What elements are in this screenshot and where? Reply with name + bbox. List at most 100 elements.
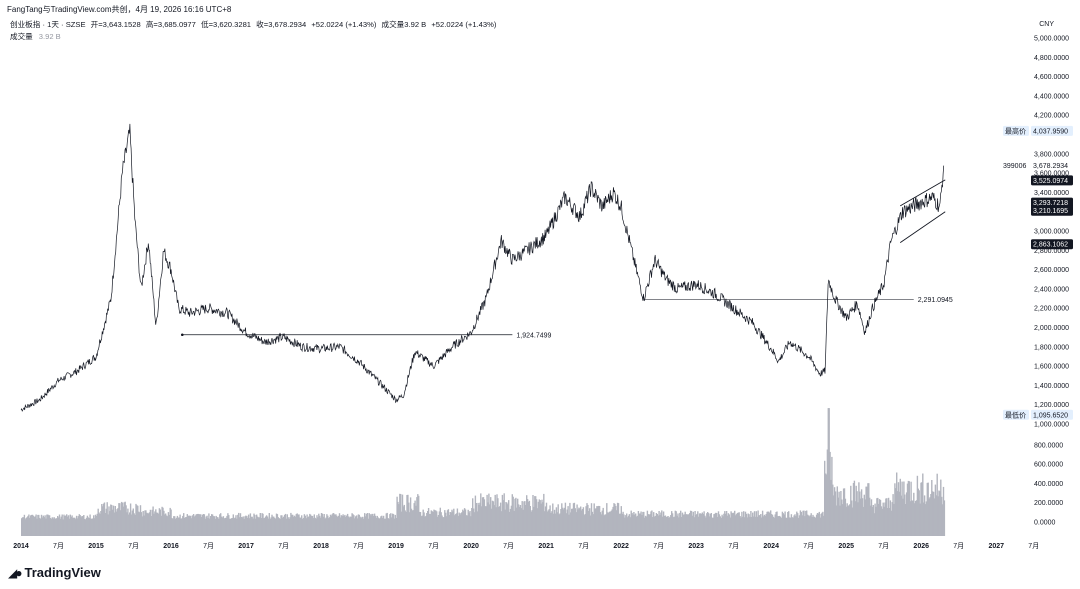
horizontal-lines[interactable]: 1,924.7499 2,291.0945 <box>180 297 953 339</box>
volume-bar <box>720 517 722 536</box>
volume-bar <box>446 510 449 536</box>
volume-bar <box>34 516 36 536</box>
volume-bar <box>433 509 435 536</box>
volume-bar <box>163 510 165 536</box>
volume-bar <box>823 515 825 536</box>
volume-bar <box>659 515 661 536</box>
volume-bar <box>780 518 783 536</box>
volume-bar <box>48 515 50 536</box>
volume-bar <box>102 503 105 536</box>
volume-bar <box>331 514 333 536</box>
volume-bar <box>603 515 605 536</box>
volume-bar <box>494 494 496 536</box>
volume-bar <box>65 515 67 536</box>
symbol-name[interactable]: 创业板指 · 1天 · SZSE <box>10 20 86 29</box>
volume-bar <box>777 516 779 536</box>
volume-bar <box>798 515 801 536</box>
price-chart[interactable]: 1,924.7499 2,291.0945 5,000.0000 4,800.00… <box>0 0 1080 560</box>
volume-bar <box>337 516 339 536</box>
volume-bar <box>857 502 859 536</box>
volume-bar <box>305 518 307 536</box>
hline-1924-anchor[interactable] <box>180 333 184 337</box>
volume-bar <box>246 516 248 536</box>
volume-bar <box>450 512 452 536</box>
volume-bar <box>607 512 610 536</box>
channel-upper-line[interactable] <box>899 179 946 207</box>
volume-label[interactable]: 成交量 <box>10 32 33 41</box>
volume-bar <box>414 500 416 536</box>
volume-bar <box>260 518 262 536</box>
volume-bar <box>119 503 121 536</box>
volume-bar <box>747 513 749 536</box>
volume-bar <box>395 518 397 536</box>
volume-bar <box>742 516 744 536</box>
volume-bar <box>177 517 179 536</box>
volume-bar <box>155 509 157 536</box>
time-axis[interactable]: 2014 7月 2015 7月 2016 7月 2017 7月 2018 7月 2019 7月 2020… <box>13 542 1039 550</box>
volume-bar <box>797 517 800 536</box>
volume-bar <box>162 507 164 536</box>
volume-bar <box>182 515 184 536</box>
volume-bar <box>877 497 879 536</box>
volume-bar <box>627 515 630 536</box>
time-tick: 7月 <box>578 542 589 550</box>
volume-bar <box>206 515 208 536</box>
volume-bar <box>744 511 747 536</box>
volume-bar <box>837 497 839 536</box>
volume-bar <box>376 515 378 536</box>
volume-bar <box>192 515 194 536</box>
volume-bar <box>117 508 119 536</box>
volume-bar <box>416 497 418 536</box>
volume-bar <box>623 514 625 536</box>
volume-bar <box>847 506 849 536</box>
volume-bar <box>31 514 34 536</box>
hline-1924-label: 1,924.7499 <box>516 332 551 339</box>
volume-bar <box>458 512 460 536</box>
tradingview-logo[interactable]: ◢● TradingView <box>8 565 101 580</box>
volume-bar <box>549 505 551 536</box>
volume-bar <box>792 517 794 536</box>
volume-bar <box>412 510 414 536</box>
price-tick: 3,800.0000 <box>1034 151 1069 158</box>
volume-bar <box>867 483 869 536</box>
currency-label[interactable]: CNY <box>1039 21 1054 28</box>
volume-bar <box>164 514 166 536</box>
volume-bar <box>743 517 746 536</box>
volume-bar <box>418 495 420 536</box>
price-axis[interactable]: 5,000.0000 4,800.0000 4,600.0000 4,400.0000… <box>1034 36 1069 527</box>
volume-bar <box>424 516 426 536</box>
trend-channel[interactable] <box>899 179 946 243</box>
volume-bar <box>931 480 933 536</box>
volume-bar <box>493 505 495 536</box>
volume-bar <box>842 488 845 536</box>
volume-bar <box>532 495 534 536</box>
volume-bar <box>422 509 424 536</box>
volume-bar <box>118 503 120 536</box>
volume-bar <box>914 501 917 536</box>
volume-bar <box>172 518 174 536</box>
volume-bar <box>466 515 468 536</box>
volume-bar <box>73 517 75 536</box>
volume-bar <box>120 510 122 536</box>
volume-bar <box>202 514 205 536</box>
volume-bar <box>327 515 329 536</box>
volume-bar <box>357 514 360 536</box>
channel-lower-line[interactable] <box>899 211 946 243</box>
time-tick: 7月 <box>503 542 514 550</box>
volume-bar <box>668 517 670 536</box>
volume-bar <box>545 502 548 536</box>
volume-bar <box>684 511 686 536</box>
volume-bar <box>617 503 620 536</box>
volume-bar <box>869 505 872 536</box>
volume-bar <box>878 503 880 536</box>
volume-bar <box>301 515 303 536</box>
volume-bar <box>146 512 148 536</box>
volume-bar <box>690 511 693 536</box>
volume-bar <box>129 512 131 536</box>
volume-bar <box>708 516 711 536</box>
volume-bar <box>265 516 267 536</box>
volume-bar <box>88 518 90 536</box>
volume-bar <box>584 514 586 536</box>
volume-bar <box>481 506 483 536</box>
volume-bar <box>703 511 705 536</box>
